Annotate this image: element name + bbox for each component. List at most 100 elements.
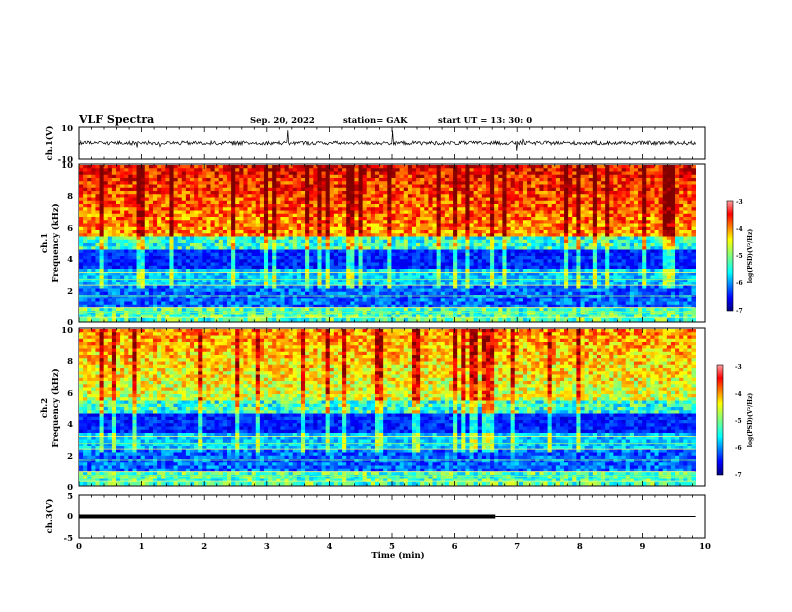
spectrogram-cell — [120, 197, 125, 202]
spectrogram-cell — [305, 171, 310, 176]
spectrogram-cell — [362, 210, 368, 215]
spectrogram-cell — [95, 298, 100, 302]
spectrogram-cell — [276, 220, 281, 224]
spectrogram-cell — [317, 295, 322, 299]
spectrogram-cell — [128, 314, 133, 319]
spectrogram-cell — [263, 259, 269, 263]
spectrogram-cell — [181, 278, 187, 283]
spectrogram-cell — [79, 291, 84, 296]
spectrogram-cell — [465, 233, 470, 237]
spectrogram-cell — [383, 314, 388, 319]
spectrogram-cell — [157, 171, 162, 176]
spectrogram-cell — [107, 187, 113, 192]
spectrogram-cell — [231, 239, 236, 244]
spectrogram-cell — [453, 285, 458, 289]
spectrogram-cell — [194, 236, 199, 241]
spectrogram-cell — [436, 191, 442, 195]
spectrogram-cell — [383, 278, 388, 283]
spectrogram-cell — [222, 243, 228, 247]
spectrogram-cell — [370, 282, 376, 286]
spectrogram-cell — [218, 249, 224, 254]
spectrogram-cell — [432, 288, 438, 293]
spectrogram-cell — [218, 311, 224, 315]
spectrogram-cell — [263, 314, 269, 319]
spectrogram-cell — [329, 181, 335, 185]
spectrogram-cell — [485, 210, 491, 215]
spectrogram-cell — [342, 171, 347, 176]
spectrogram-cell — [189, 207, 195, 211]
spectrogram-cell — [329, 184, 335, 189]
spectrogram-cell — [333, 282, 339, 286]
spectrogram-cell — [317, 207, 322, 211]
spectrogram-cell — [284, 291, 290, 296]
spectrogram-cell — [189, 217, 195, 221]
spectrogram-cell — [189, 178, 195, 182]
spectrogram-cell — [144, 243, 150, 247]
spectrogram-cell — [358, 165, 364, 169]
spectrogram-cell — [424, 275, 429, 280]
spectrogram-cell — [198, 262, 203, 267]
spectrogram-cell — [395, 275, 401, 280]
spectrogram-cell — [440, 223, 446, 228]
spectrogram-cell — [259, 191, 265, 195]
spectrogram-cell — [366, 317, 372, 322]
spectrogram-cell — [370, 249, 376, 254]
spectrogram-cell — [502, 252, 507, 257]
spectrogram-cell — [218, 223, 224, 228]
spectrogram-cell — [461, 168, 466, 172]
spectrogram-cell — [144, 278, 150, 283]
spectrogram-cell — [399, 275, 405, 280]
spectrogram-cell — [185, 246, 191, 250]
spectrogram-cell — [411, 230, 417, 234]
spectrogram-cell — [391, 213, 396, 218]
spectrogram-cell — [469, 184, 475, 189]
spectrogram-cell — [144, 311, 150, 315]
spectrogram-cell — [481, 236, 487, 241]
spectrogram-cell — [337, 262, 343, 267]
spectrogram-cell — [342, 184, 347, 189]
spectrogram-cell — [453, 191, 458, 195]
spectrogram-cell — [140, 168, 146, 172]
spectrogram-cell — [436, 295, 442, 299]
spectrogram-cell — [321, 314, 327, 319]
spectrogram-cell — [428, 197, 433, 202]
spectrogram-cell — [247, 259, 253, 263]
spectrogram-cell — [379, 291, 384, 296]
spectrogram-cell — [87, 275, 92, 280]
spectrogram-cell — [453, 220, 458, 224]
spectrogram-cell — [469, 165, 475, 169]
spectrogram-cell — [387, 291, 392, 296]
spectrogram-cell — [461, 262, 466, 267]
spectrogram-cell — [210, 291, 216, 296]
spectrogram-cell — [420, 272, 425, 276]
spectrogram-cell — [99, 249, 105, 254]
spectrogram-cell — [366, 200, 372, 205]
spectrogram-cell — [313, 298, 318, 302]
spectrogram-cell — [111, 259, 117, 263]
spectrogram-cell — [420, 291, 425, 296]
spectrogram-cell — [342, 288, 347, 293]
spectrogram-cell — [140, 236, 146, 241]
spectrogram-cell — [222, 308, 228, 312]
spectrogram-cell — [477, 262, 483, 267]
spectrogram-cell — [103, 243, 109, 247]
spectrogram-cell — [268, 207, 273, 211]
spectrogram-cell — [494, 262, 499, 267]
spectrogram-cell — [346, 298, 351, 302]
spectrogram-cell — [251, 285, 257, 289]
spectrogram-cell — [329, 243, 335, 247]
spectrogram-cell — [300, 308, 306, 312]
spectrogram-cell — [370, 269, 376, 273]
spectrogram-cell — [235, 246, 240, 250]
spectrogram-cell — [107, 213, 113, 218]
spectrogram-cell — [116, 246, 121, 250]
spectrogram-cell — [276, 197, 281, 202]
spectrogram-cell — [210, 181, 216, 185]
spectrogram-cell — [329, 197, 335, 202]
spectrogram-cell — [440, 278, 446, 283]
spectrogram-cell — [79, 269, 84, 273]
spectrogram-cell — [161, 317, 166, 322]
spectrogram-cell — [448, 187, 454, 192]
spectrogram-cell — [321, 246, 327, 250]
spectrogram-cell — [457, 259, 462, 263]
